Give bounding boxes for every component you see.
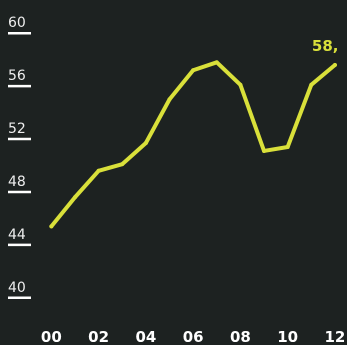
data-label: 58, — [312, 37, 339, 55]
x-tick-label: 12 — [324, 328, 345, 345]
x-tick-label: 10 — [277, 328, 298, 345]
series-layer — [49, 60, 337, 229]
x-tick-label: 06 — [183, 328, 204, 345]
data-point — [96, 168, 101, 173]
data-point — [49, 224, 54, 229]
series-line — [49, 60, 337, 229]
x-tick-label: 08 — [230, 328, 251, 345]
y-tick-label: 48 — [8, 174, 26, 190]
data-point — [238, 82, 243, 87]
data-point — [143, 141, 148, 146]
data-point — [72, 195, 77, 200]
data-point — [285, 144, 290, 149]
x-tick-label: 00 — [41, 328, 62, 345]
y-tick-label: 40 — [8, 280, 26, 296]
x-tick-label: 02 — [88, 328, 109, 345]
y-tick-label: 44 — [8, 227, 26, 243]
y-tick-label: 60 — [8, 15, 26, 31]
y-tick-label: 56 — [8, 68, 26, 84]
x-axis: 00 02 04 06 08 10 12 — [41, 328, 345, 345]
data-point — [120, 162, 125, 167]
data-point — [191, 68, 196, 73]
x-tick-label: 04 — [135, 328, 156, 345]
data-point — [262, 148, 267, 153]
y-tick-label: 52 — [8, 121, 26, 137]
data-point — [309, 82, 314, 87]
data-point — [332, 62, 337, 67]
data-point — [214, 60, 219, 65]
y-axis: 40 44 48 52 56 60 — [8, 15, 31, 300]
data-point — [167, 97, 172, 102]
